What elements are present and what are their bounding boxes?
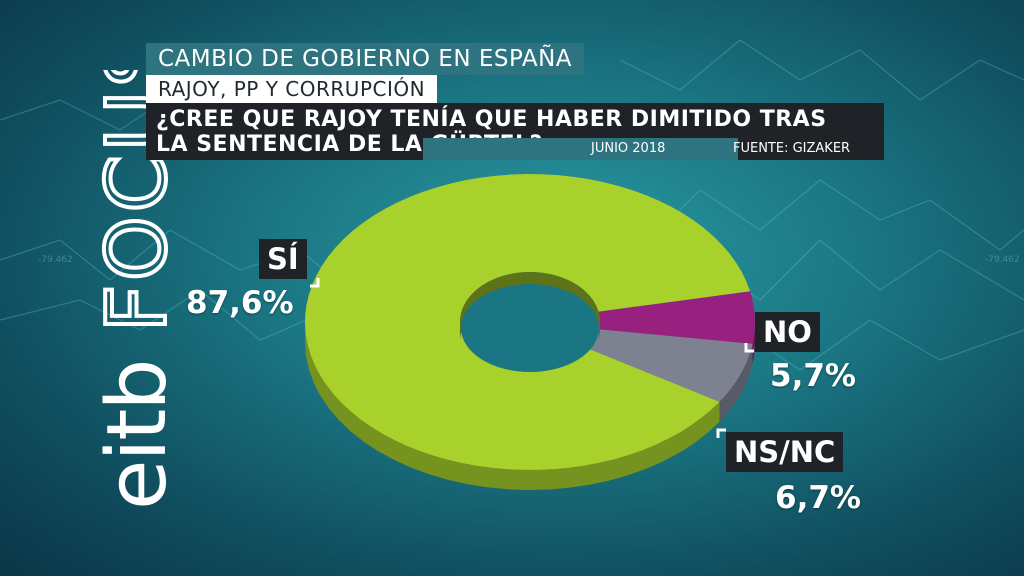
slice-s bbox=[305, 174, 751, 470]
label-bracket-nsnc bbox=[716, 428, 726, 438]
question-box: ¿CREE QUE RAJOY TENÍA QUE HABER DIMITIDO… bbox=[146, 103, 884, 160]
chart-subtitle: RAJOY, PP Y CORRUPCIÓN bbox=[146, 75, 438, 103]
meta-bar: JUNIO 2018 FUENTE: GIZAKER bbox=[423, 138, 850, 160]
slice-value-no: 5,7% bbox=[770, 358, 856, 394]
date-label: JUNIO 2018 bbox=[591, 141, 666, 156]
slice-nsnc bbox=[588, 329, 753, 402]
question-line-1: ¿CREE QUE RAJOY TENÍA QUE HABER DIMITIDO… bbox=[156, 107, 827, 132]
donut-hole bbox=[461, 284, 599, 372]
slice-label-si: SÍ bbox=[259, 239, 307, 279]
donut-hole-wall bbox=[460, 272, 600, 342]
svg-text:eitb: eitb bbox=[90, 361, 180, 510]
svg-text:-79.462: -79.462 bbox=[38, 255, 73, 265]
source-label: FUENTE: GIZAKER bbox=[733, 141, 851, 156]
slice-value-si: 87,6% bbox=[186, 285, 294, 321]
chart-title: CAMBIO DE GOBIERNO EN ESPAÑA bbox=[146, 43, 585, 75]
label-bracket-si bbox=[310, 278, 320, 288]
slice-wall-s bbox=[305, 322, 720, 490]
slice-label-no: NO bbox=[755, 312, 820, 352]
svg-text:-79.462: -79.462 bbox=[985, 255, 1020, 265]
slice-value-nsnc: 6,7% bbox=[775, 480, 861, 516]
slice-wall-nsnc bbox=[719, 343, 753, 422]
slice-wall-no bbox=[752, 319, 755, 364]
slice-no bbox=[598, 291, 755, 344]
label-bracket-no bbox=[744, 343, 754, 353]
slice-label-nsnc: NS/NC bbox=[726, 432, 844, 472]
